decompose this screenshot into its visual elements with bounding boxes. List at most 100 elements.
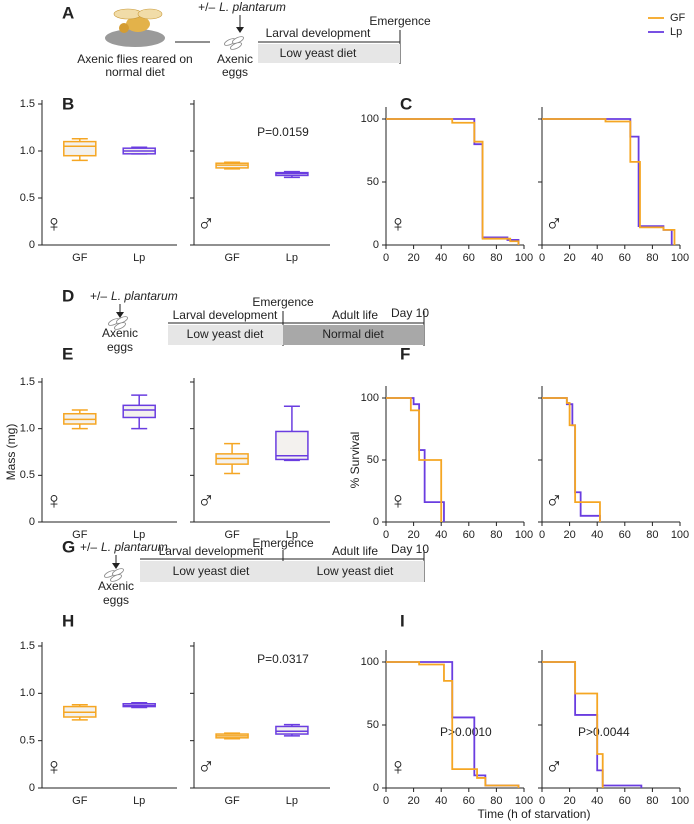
x-tick-label: 60 (463, 529, 475, 541)
y-tick-label: 1.5 (20, 98, 35, 110)
x-tick-label: 100 (515, 795, 533, 807)
annotation: P>0.0010 (440, 725, 492, 739)
y-tick-label: 1.0 (20, 423, 35, 435)
source-text: Axenic flies reared on (77, 52, 192, 66)
panel-label: G (62, 537, 75, 556)
x-tick-label: GF (72, 252, 88, 264)
diet-text: Low yeast diet (280, 46, 357, 60)
sex-symbol: ♂ (197, 210, 215, 237)
event-text: Emergence (252, 295, 314, 309)
eggs-text: Axenic (102, 326, 138, 340)
eggs-text: eggs (103, 593, 129, 607)
panel-label: C (400, 94, 412, 113)
panel-label: B (62, 94, 74, 113)
survival-curve (386, 661, 520, 788)
x-tick-label: 40 (591, 795, 603, 807)
sex-symbol: ♀ (389, 210, 407, 237)
panel-label: H (62, 611, 74, 630)
treatment-prefix: +/– (80, 540, 97, 554)
y-tick-label: 1.0 (20, 145, 35, 157)
x-tick-label: 80 (490, 252, 502, 264)
stage-text: Larval development (266, 26, 371, 40)
x-tick-label: 20 (563, 529, 575, 541)
diagram-d: D +/– L. plantarum Axenic eggs Emergence … (62, 286, 429, 354)
diet-bar (140, 561, 424, 582)
box (63, 140, 97, 157)
annotation: P=0.0159 (257, 125, 309, 139)
diet-bar (258, 44, 400, 63)
x-tick-label: GF (72, 795, 88, 807)
y-tick-label: 1.5 (20, 640, 35, 652)
eggs-icon (104, 568, 124, 582)
sex-symbol: ♂ (545, 753, 563, 780)
sex-symbol: ♀ (45, 210, 63, 237)
treatment-text: +/– L. plantarum (80, 540, 168, 554)
x-tick-label: GF (224, 252, 240, 264)
sex-symbol: ♂ (197, 753, 215, 780)
treatment-prefix: +/– (198, 0, 215, 14)
x-tick-label: 20 (563, 252, 575, 264)
x-tick-label: 20 (407, 529, 419, 541)
box (122, 404, 156, 419)
fly-head (119, 23, 129, 33)
y-tick-label: 50 (367, 454, 379, 466)
y-tick-label: 0 (29, 239, 35, 251)
diet-bar (168, 325, 283, 345)
x-tick-label: 60 (463, 252, 475, 264)
x-tick-label: 40 (435, 252, 447, 264)
panel-label: D (62, 286, 74, 305)
x-tick-label: 100 (515, 529, 533, 541)
source-text: normal diet (105, 65, 165, 79)
x-tick-label: 60 (619, 252, 631, 264)
sex-symbol: ♀ (389, 753, 407, 780)
box (275, 725, 309, 735)
x-tick-label: 80 (646, 529, 658, 541)
y-tick-label: 100 (361, 113, 379, 125)
treatment-species: L. plantarum (111, 289, 178, 303)
x-tick-label: Lp (286, 795, 298, 807)
treatment-prefix: +/– (90, 289, 107, 303)
x-axis-label: Time (h of starvation) (478, 807, 591, 821)
legend-label: Lp (670, 26, 682, 38)
sex-symbol: ♂ (197, 487, 215, 514)
x-tick-label: 80 (490, 795, 502, 807)
diet-text: Low yeast diet (317, 564, 394, 578)
x-tick-label: 40 (591, 252, 603, 264)
box (275, 430, 309, 461)
y-axis-label: % Survival (348, 432, 362, 489)
y-tick-label: 0 (29, 782, 35, 794)
sex-symbol: ♀ (45, 753, 63, 780)
eggs-text: eggs (222, 65, 248, 79)
panel-label: I (400, 611, 405, 630)
x-tick-label: 0 (383, 795, 389, 807)
y-tick-label: 100 (361, 656, 379, 668)
survival-curve (542, 661, 604, 788)
y-tick-label: 0 (373, 239, 379, 251)
y-tick-label: 0.5 (20, 192, 35, 204)
diagram-a: A Axenic flies reared on normal diet +/–… (62, 0, 431, 79)
legend-label: GF (670, 12, 686, 24)
x-tick-label: Lp (286, 252, 298, 264)
x-tick-label: 80 (646, 252, 658, 264)
x-tick-label: 100 (671, 529, 689, 541)
diagram-g: G +/– L. plantarum Axenic eggs Emergence … (62, 536, 429, 607)
y-tick-label: 1.0 (20, 687, 35, 699)
x-tick-label: 100 (515, 252, 533, 264)
x-tick-label: 0 (383, 252, 389, 264)
y-tick-label: 1.5 (20, 376, 35, 388)
x-tick-label: GF (224, 529, 240, 541)
arrow-head (112, 563, 120, 569)
x-tick-label: 40 (435, 795, 447, 807)
eggs-icon (108, 316, 128, 330)
y-tick-label: 0.5 (20, 469, 35, 481)
x-tick-label: 20 (407, 252, 419, 264)
survival-curve (542, 118, 676, 245)
survival-curve (386, 118, 520, 245)
diet-text: Normal diet (322, 327, 384, 341)
x-tick-label: 0 (539, 795, 545, 807)
dish-icon (105, 29, 165, 47)
x-tick-label: GF (72, 529, 88, 541)
x-tick-label: 0 (383, 529, 389, 541)
survival-curve (386, 397, 443, 522)
